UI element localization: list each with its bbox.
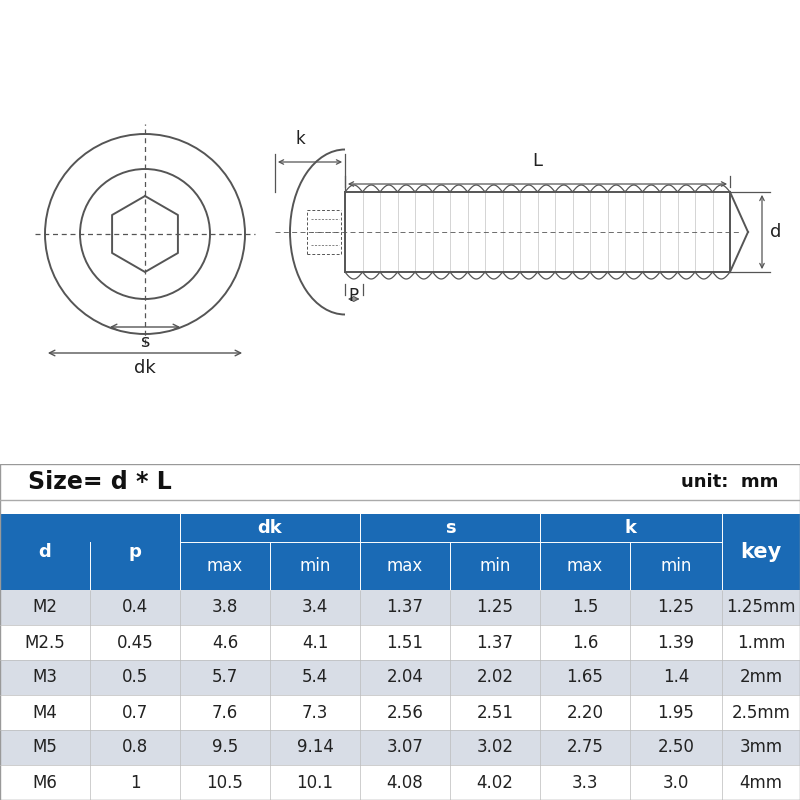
Text: s: s (140, 333, 150, 351)
Text: 1.4: 1.4 (663, 669, 689, 686)
Text: 1.65: 1.65 (566, 669, 603, 686)
Text: M3: M3 (33, 669, 58, 686)
Text: 1.39: 1.39 (658, 634, 694, 651)
Text: 3.02: 3.02 (477, 738, 514, 757)
Bar (0, 590, 800, 625)
Text: 1.95: 1.95 (658, 703, 694, 722)
Text: max: max (207, 557, 243, 575)
Text: 4.02: 4.02 (477, 774, 514, 791)
Text: 2.56: 2.56 (386, 703, 423, 722)
Text: 1.37: 1.37 (386, 598, 423, 617)
Text: 2.75: 2.75 (566, 738, 603, 757)
Bar (0, 464, 800, 500)
Text: k: k (295, 130, 305, 148)
Bar (0, 542, 800, 590)
Text: 2.5mm: 2.5mm (731, 703, 790, 722)
Text: 1.37: 1.37 (477, 634, 514, 651)
Text: 1.mm: 1.mm (737, 634, 785, 651)
Text: 1.25: 1.25 (658, 598, 694, 617)
Text: 1.5: 1.5 (572, 598, 598, 617)
Text: 7.6: 7.6 (212, 703, 238, 722)
Text: 0.4: 0.4 (122, 598, 148, 617)
Text: M2: M2 (33, 598, 58, 617)
Bar (0, 660, 800, 695)
Text: 4.6: 4.6 (212, 634, 238, 651)
Text: M5: M5 (33, 738, 58, 757)
Text: 1.51: 1.51 (386, 634, 423, 651)
Text: 4.1: 4.1 (302, 634, 328, 651)
Bar (0, 695, 800, 730)
Text: 3.3: 3.3 (572, 774, 598, 791)
Text: P: P (349, 287, 359, 305)
Text: s: s (445, 519, 455, 537)
Text: min: min (299, 557, 330, 575)
Text: min: min (660, 557, 692, 575)
Text: max: max (567, 557, 603, 575)
Text: 1: 1 (130, 774, 140, 791)
Text: 3.4: 3.4 (302, 598, 328, 617)
Bar (0, 730, 800, 765)
Text: 4.08: 4.08 (386, 774, 423, 791)
Text: 10.5: 10.5 (206, 774, 243, 791)
Text: d: d (38, 543, 51, 561)
Text: L: L (533, 152, 542, 170)
Text: min: min (479, 557, 510, 575)
Text: dk: dk (258, 519, 282, 537)
Text: 3.07: 3.07 (386, 738, 423, 757)
Text: M6: M6 (33, 774, 58, 791)
Text: 2.50: 2.50 (658, 738, 694, 757)
Text: 2mm: 2mm (739, 669, 782, 686)
Text: 9.14: 9.14 (297, 738, 334, 757)
Text: 0.7: 0.7 (122, 703, 148, 722)
Text: 2.04: 2.04 (386, 669, 423, 686)
Text: 9.5: 9.5 (212, 738, 238, 757)
Text: M2.5: M2.5 (25, 634, 66, 651)
Text: 5.4: 5.4 (302, 669, 328, 686)
Text: dk: dk (134, 359, 156, 377)
Text: 7.3: 7.3 (302, 703, 328, 722)
Text: k: k (625, 519, 637, 537)
Bar (0, 765, 800, 800)
Text: 0.5: 0.5 (122, 669, 148, 686)
Text: Size= d * L: Size= d * L (28, 470, 172, 494)
Text: 1.6: 1.6 (572, 634, 598, 651)
Text: 0.8: 0.8 (122, 738, 148, 757)
Text: d: d (770, 223, 782, 241)
Text: 4mm: 4mm (739, 774, 782, 791)
Text: M4: M4 (33, 703, 58, 722)
Text: p: p (129, 543, 142, 561)
Text: 3.8: 3.8 (212, 598, 238, 617)
Text: 3.0: 3.0 (663, 774, 689, 791)
Text: 0.45: 0.45 (117, 634, 154, 651)
Bar (0, 625, 800, 660)
Text: key: key (740, 542, 782, 562)
Text: 2.20: 2.20 (566, 703, 603, 722)
Text: 5.7: 5.7 (212, 669, 238, 686)
Text: 1.25mm: 1.25mm (726, 598, 796, 617)
Text: 10.1: 10.1 (297, 774, 334, 791)
Bar (0, 514, 800, 542)
Text: max: max (387, 557, 423, 575)
Text: 3mm: 3mm (739, 738, 782, 757)
Text: 2.51: 2.51 (477, 703, 514, 722)
Text: unit:  mm: unit: mm (681, 473, 778, 491)
Text: 1.25: 1.25 (477, 598, 514, 617)
Text: 2.02: 2.02 (477, 669, 514, 686)
